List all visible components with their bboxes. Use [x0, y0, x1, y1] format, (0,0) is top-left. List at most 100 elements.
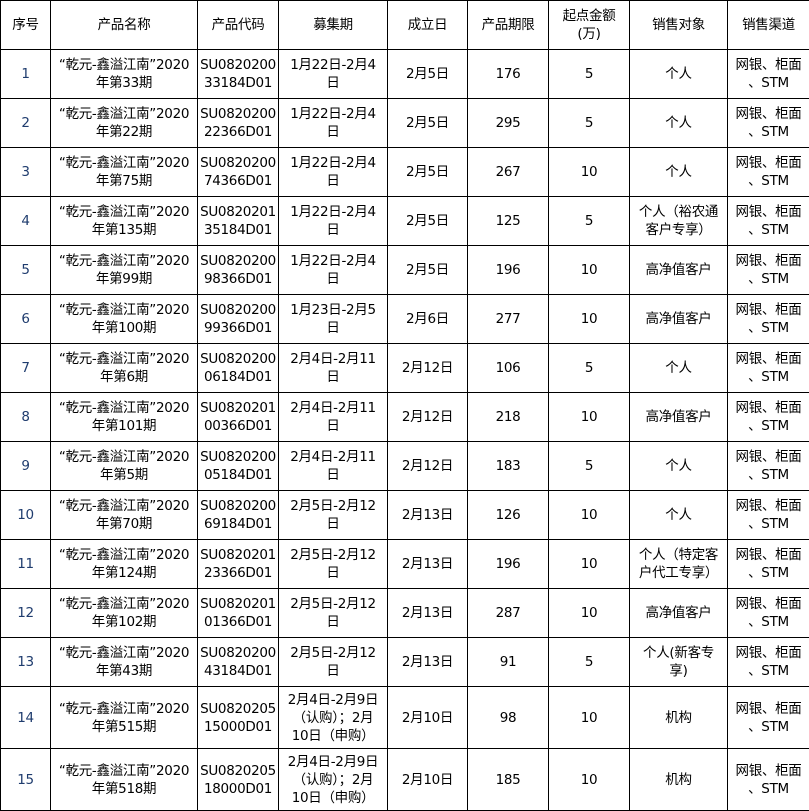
- cell-offering-period: 2月5日-2月12 日: [279, 638, 388, 687]
- cell-min-amount: 10: [549, 295, 630, 344]
- cell-sales-target: 机构: [630, 749, 728, 811]
- cell-product-name: “乾元-鑫溢江南”2020 年第515期: [51, 687, 198, 749]
- header-product-name: 产品名称: [51, 1, 198, 50]
- cell-term: 176: [468, 50, 549, 99]
- cell-establish-date: 2月12日: [388, 442, 468, 491]
- cell-sales-target: 个人: [630, 491, 728, 540]
- cell-product-code: SU0820201 23366D01: [198, 540, 279, 589]
- cell-product-code: SU0820200 05184D01: [198, 442, 279, 491]
- cell-seq: 4: [1, 197, 51, 246]
- cell-offering-period: 1月22日-2月4 日: [279, 99, 388, 148]
- cell-offering-period: 2月4日-2月11 日: [279, 344, 388, 393]
- cell-product-name: “乾元-鑫溢江南”2020 年第124期: [51, 540, 198, 589]
- cell-product-name: “乾元-鑫溢江南”2020 年第518期: [51, 749, 198, 811]
- cell-seq: 15: [1, 749, 51, 811]
- cell-term: 183: [468, 442, 549, 491]
- cell-product-code: SU0820200 06184D01: [198, 344, 279, 393]
- cell-min-amount: 10: [549, 246, 630, 295]
- cell-establish-date: 2月13日: [388, 491, 468, 540]
- cell-sales-channel: 网银、柜面 、STM: [728, 99, 809, 148]
- cell-product-name: “乾元-鑫溢江南”2020 年第99期: [51, 246, 198, 295]
- cell-product-name: “乾元-鑫溢江南”2020 年第135期: [51, 197, 198, 246]
- cell-offering-period: 2月4日-2月11 日: [279, 442, 388, 491]
- cell-offering-period: 2月5日-2月12 日: [279, 491, 388, 540]
- cell-product-code: SU0820201 00366D01: [198, 393, 279, 442]
- cell-product-name: “乾元-鑫溢江南”2020 年第22期: [51, 99, 198, 148]
- cell-term: 287: [468, 589, 549, 638]
- cell-min-amount: 5: [549, 50, 630, 99]
- cell-offering-period: 1月22日-2月4 日: [279, 148, 388, 197]
- cell-establish-date: 2月5日: [388, 99, 468, 148]
- cell-term: 91: [468, 638, 549, 687]
- cell-sales-channel: 网银、柜面 、STM: [728, 749, 809, 811]
- cell-term: 218: [468, 393, 549, 442]
- cell-seq: 13: [1, 638, 51, 687]
- cell-seq: 6: [1, 295, 51, 344]
- cell-product-name: “乾元-鑫溢江南”2020 年第6期: [51, 344, 198, 393]
- cell-seq: 5: [1, 246, 51, 295]
- header-sales-channel: 销售渠道: [728, 1, 809, 50]
- cell-offering-period: 1月22日-2月4 日: [279, 197, 388, 246]
- cell-offering-period: 2月4日-2月11 日: [279, 393, 388, 442]
- cell-sales-channel: 网银、柜面 、STM: [728, 148, 809, 197]
- cell-term: 196: [468, 246, 549, 295]
- cell-seq: 10: [1, 491, 51, 540]
- cell-product-code: SU0820200 99366D01: [198, 295, 279, 344]
- cell-seq: 2: [1, 99, 51, 148]
- cell-min-amount: 5: [549, 344, 630, 393]
- header-sales-target: 销售对象: [630, 1, 728, 50]
- cell-sales-channel: 网银、柜面 、STM: [728, 540, 809, 589]
- cell-product-code: SU0820205 18000D01: [198, 749, 279, 811]
- cell-establish-date: 2月12日: [388, 344, 468, 393]
- cell-sales-channel: 网银、柜面 、STM: [728, 491, 809, 540]
- cell-product-code: SU0820200 69184D01: [198, 491, 279, 540]
- cell-min-amount: 10: [549, 540, 630, 589]
- cell-establish-date: 2月5日: [388, 50, 468, 99]
- cell-seq: 7: [1, 344, 51, 393]
- cell-product-name: “乾元-鑫溢江南”2020 年第101期: [51, 393, 198, 442]
- header-product-code: 产品代码: [198, 1, 279, 50]
- cell-seq: 1: [1, 50, 51, 99]
- cell-establish-date: 2月5日: [388, 148, 468, 197]
- cell-establish-date: 2月13日: [388, 540, 468, 589]
- cell-term: 277: [468, 295, 549, 344]
- cell-establish-date: 2月5日: [388, 246, 468, 295]
- cell-sales-channel: 网银、柜面 、STM: [728, 687, 809, 749]
- cell-term: 267: [468, 148, 549, 197]
- cell-product-code: SU0820205 15000D01: [198, 687, 279, 749]
- cell-min-amount: 10: [549, 148, 630, 197]
- cell-sales-target: 高净值客户: [630, 295, 728, 344]
- cell-seq: 14: [1, 687, 51, 749]
- cell-sales-target: 个人: [630, 99, 728, 148]
- cell-sales-target: 个人（特定客 户代工专享）: [630, 540, 728, 589]
- cell-offering-period: 2月4日-2月9日 （认购）；2月 10日（申购）: [279, 687, 388, 749]
- cell-offering-period: 1月22日-2月4 日: [279, 50, 388, 99]
- cell-establish-date: 2月13日: [388, 589, 468, 638]
- cell-establish-date: 2月5日: [388, 197, 468, 246]
- cell-min-amount: 10: [549, 589, 630, 638]
- cell-offering-period: 2月5日-2月12 日: [279, 540, 388, 589]
- cell-product-name: “乾元-鑫溢江南”2020 年第70期: [51, 491, 198, 540]
- cell-product-code: SU0820200 22366D01: [198, 99, 279, 148]
- cell-sales-channel: 网银、柜面 、STM: [728, 197, 809, 246]
- cell-product-name: “乾元-鑫溢江南”2020 年第5期: [51, 442, 198, 491]
- cell-establish-date: 2月6日: [388, 295, 468, 344]
- cell-min-amount: 10: [549, 749, 630, 811]
- cell-establish-date: 2月10日: [388, 687, 468, 749]
- cell-min-amount: 5: [549, 638, 630, 687]
- cell-min-amount: 5: [549, 442, 630, 491]
- cell-establish-date: 2月12日: [388, 393, 468, 442]
- cell-term: 185: [468, 749, 549, 811]
- cell-product-name: “乾元-鑫溢江南”2020 年第102期: [51, 589, 198, 638]
- cell-offering-period: 2月5日-2月12 日: [279, 589, 388, 638]
